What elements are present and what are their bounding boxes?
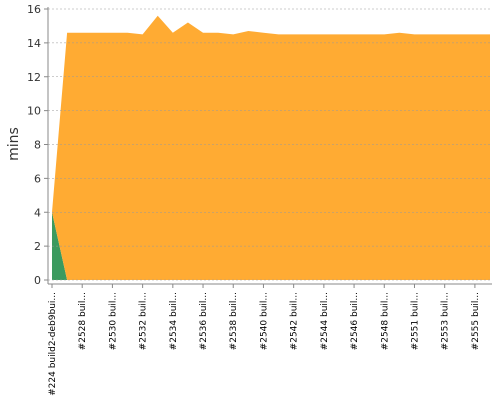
x-tick-label: #224 build2-deb9bui... (48, 292, 58, 396)
x-tick-label: #2528 buil... (78, 292, 88, 350)
x-tick-label: #2551 buil... (410, 292, 420, 350)
x-tick-label: #2546 buil... (350, 292, 360, 350)
y-tick-label: 0 (34, 274, 41, 287)
x-tick-label: #2536 buil... (199, 292, 209, 350)
y-tick-label: 16 (27, 3, 41, 16)
x-tick-label: #2530 buil... (108, 292, 118, 350)
y-tick-label: 6 (34, 172, 41, 185)
x-tick-label: #2538 buil... (229, 292, 239, 350)
x-tick-label: #2553 buil... (441, 292, 451, 350)
x-tick-label: #2544 buil... (320, 292, 330, 350)
x-tick-label: #2540 buil... (259, 292, 269, 350)
x-tick-label: #2542 buil... (290, 292, 300, 350)
y-tick-label: 10 (27, 105, 41, 118)
area (52, 15, 490, 281)
y-tick-label: 4 (34, 206, 41, 219)
y-tick-label: 2 (34, 240, 41, 253)
x-tick-label: #2532 buil... (139, 292, 149, 350)
y-axis-label: mins (6, 127, 22, 161)
x-tick-label: #2548 buil... (380, 292, 390, 350)
x-tick-label: #2555 buil... (471, 292, 481, 350)
y-tick-label: 12 (27, 71, 41, 84)
y-tick-label: 8 (34, 139, 41, 152)
x-tick-label: #2534 buil... (169, 292, 179, 350)
y-tick-label: 14 (27, 37, 41, 50)
